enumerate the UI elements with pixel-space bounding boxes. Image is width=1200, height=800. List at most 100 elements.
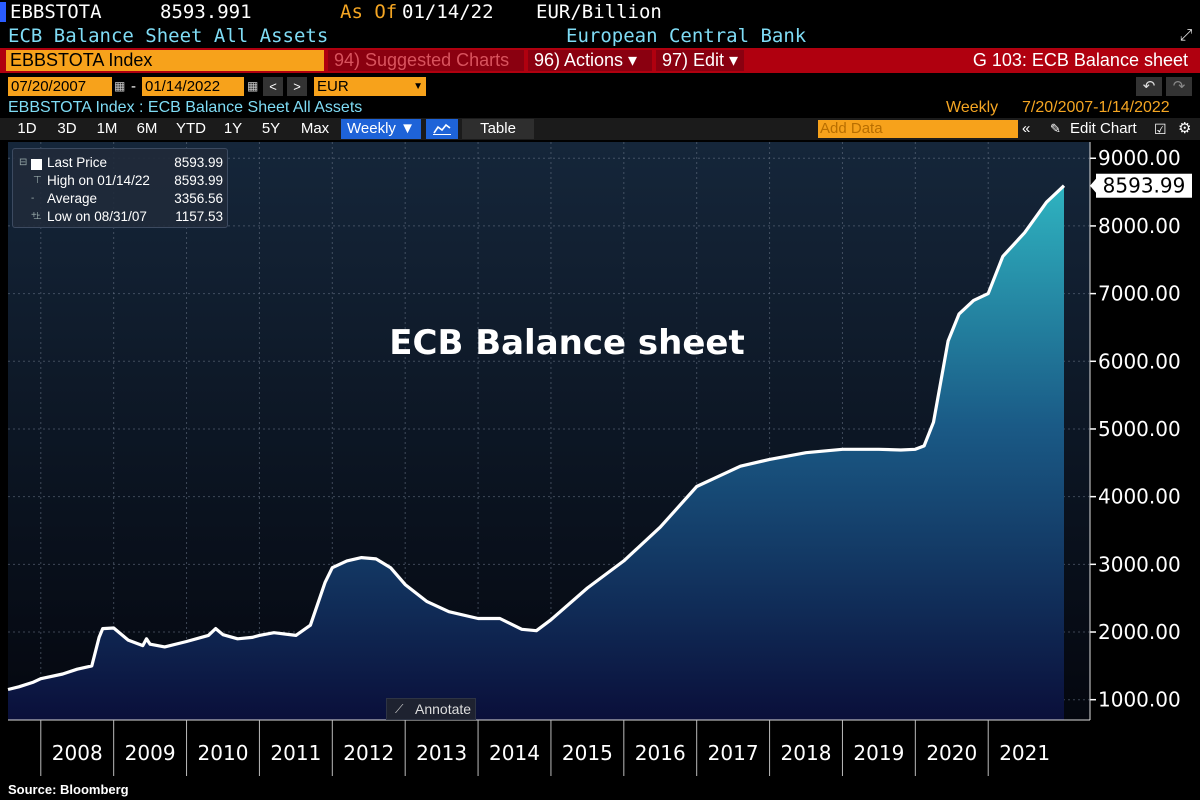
ticker-header: EBBSTOTA 8593.991 As Of 01/14/22 EUR/Bil… bbox=[0, 0, 1200, 24]
as-of-date: 01/14/22 bbox=[402, 1, 494, 23]
security-description: ECB Balance Sheet All Assets bbox=[8, 25, 329, 47]
chevron-left-icon[interactable]: < bbox=[263, 77, 283, 96]
y-tick-label: 7000.00 bbox=[1098, 282, 1181, 306]
checkbox-icon[interactable]: ☑ bbox=[1154, 121, 1167, 137]
last-value-tag: 8593.99 bbox=[1090, 173, 1192, 198]
legend-label: Average bbox=[47, 191, 98, 206]
annotate-label: Annotate bbox=[415, 701, 472, 717]
date-separator: - bbox=[131, 78, 136, 95]
x-tick-label: 2014 bbox=[489, 741, 540, 765]
y-axis: 1000.00 2000.00 3000.00 4000.00 5000.00 6000.… bbox=[1089, 142, 1181, 720]
series-description: EBBSTOTA Index : ECB Balance Sheet All A… bbox=[8, 99, 363, 116]
y-tick-label: 6000.00 bbox=[1098, 349, 1181, 373]
line-chart-icon[interactable] bbox=[426, 119, 458, 139]
y-tick-label: 8000.00 bbox=[1098, 214, 1181, 238]
unit-label: EUR/Billion bbox=[536, 1, 662, 23]
gear-icon[interactable]: ⚙ bbox=[1178, 120, 1192, 137]
legend-label: Last Price bbox=[47, 155, 108, 170]
table-button[interactable]: Table bbox=[462, 119, 534, 139]
range-button-5y[interactable]: 5Y bbox=[261, 120, 281, 137]
date-range-bar: 07/20/2007 ▦ - 01/14/2022 ▦ < > EUR ▼ ↶ … bbox=[0, 75, 1200, 97]
x-tick-label: 2020 bbox=[926, 741, 977, 765]
undo-icon[interactable]: ↶ bbox=[1136, 77, 1162, 96]
range-button-max[interactable]: Max bbox=[300, 120, 330, 137]
legend-low: ⊥ Low on 08/31/07 1157.53 bbox=[13, 208, 229, 225]
frequency-label: Weekly bbox=[946, 99, 999, 116]
range-button-ytd[interactable]: YTD bbox=[176, 120, 206, 137]
series-swatch bbox=[31, 159, 42, 170]
legend-average: -+- Average 3356.56 bbox=[13, 190, 229, 221]
description-row: ECB Balance Sheet All Assets European Ce… bbox=[0, 24, 1200, 48]
range-button-3d[interactable]: 3D bbox=[57, 120, 77, 137]
page-title: G 103: ECB Balance sheet bbox=[972, 50, 1188, 70]
x-tick-label: 2016 bbox=[635, 741, 686, 765]
y-tick-label: 9000.00 bbox=[1098, 146, 1181, 170]
x-tick-label: 2012 bbox=[343, 741, 394, 765]
legend-box[interactable]: ⊟ Last Price 8593.99 ⊤ High on 01/14/22 … bbox=[12, 148, 228, 228]
edit-chart-button[interactable]: Edit Chart bbox=[1070, 120, 1137, 137]
chart-title: ECB Balance sheet bbox=[389, 323, 744, 363]
x-tick-label: 2019 bbox=[853, 741, 904, 765]
x-tick-label: 2010 bbox=[198, 741, 249, 765]
focus-indicator bbox=[0, 2, 6, 22]
chart-title-line: EBBSTOTA Index : ECB Balance Sheet All A… bbox=[0, 97, 1200, 118]
as-of-label: As Of bbox=[340, 1, 398, 23]
legend-high: ⊤ High on 01/14/22 8593.99 bbox=[13, 172, 229, 189]
edit-menu-button[interactable]: 97) Edit ▾ bbox=[656, 50, 744, 71]
legend-value: 3356.56 bbox=[174, 191, 223, 206]
y-tick-label: 3000.00 bbox=[1098, 552, 1181, 576]
series-area bbox=[8, 185, 1064, 720]
currency-value: EUR bbox=[317, 78, 349, 95]
legend-value: 8593.99 bbox=[174, 155, 223, 170]
chart-toolbar: 1D 3D 1M 6M YTD 1Y 5Y Max Weekly ▼ Table… bbox=[0, 118, 1200, 140]
collapse-toggle-icon[interactable]: ⊟ bbox=[19, 157, 28, 168]
range-button-1y[interactable]: 1Y bbox=[223, 120, 243, 137]
date-range-label: 7/20/2007-1/14/2022 bbox=[1022, 99, 1170, 116]
ticker-symbol: EBBSTOTA bbox=[10, 1, 102, 23]
balance-sheet-chart[interactable]: 1000.00 2000.00 3000.00 4000.00 5000.00 6000.… bbox=[0, 140, 1200, 782]
range-button-1m[interactable]: 1M bbox=[96, 120, 118, 137]
popout-icon[interactable]: ⤢ bbox=[1179, 27, 1193, 44]
start-date-field[interactable]: 07/20/2007 bbox=[8, 77, 112, 96]
x-tick-label: 2013 bbox=[416, 741, 467, 765]
legend-last-price: ⊟ Last Price 8593.99 bbox=[13, 154, 229, 171]
currency-select[interactable]: EUR ▼ bbox=[314, 77, 426, 96]
suggested-charts-button[interactable]: 94) Suggested Charts bbox=[328, 50, 524, 71]
end-date-field[interactable]: 01/14/2022 bbox=[142, 77, 244, 96]
x-tick-label: 2011 bbox=[270, 741, 321, 765]
x-tick-label: 2021 bbox=[999, 741, 1050, 765]
collapse-icon[interactable]: « bbox=[1022, 120, 1031, 137]
ticker-price: 8593.991 bbox=[160, 1, 252, 23]
range-button-6m[interactable]: 6M bbox=[136, 120, 158, 137]
issuer-name: European Central Bank bbox=[566, 25, 807, 47]
pencil-icon: ⟋ bbox=[395, 702, 404, 716]
series-line[interactable] bbox=[7, 184, 1066, 692]
annotate-button[interactable]: ⟋ Annotate bbox=[386, 698, 476, 720]
y-tick-label: 4000.00 bbox=[1098, 485, 1181, 509]
average-marker-icon: -+- bbox=[31, 193, 41, 221]
last-value-label: 8593.99 bbox=[1103, 174, 1186, 198]
security-input[interactable]: EBBSTOTA Index bbox=[6, 50, 324, 71]
legend-value: 8593.99 bbox=[174, 173, 223, 188]
pencil-icon[interactable]: ✎ bbox=[1050, 121, 1061, 136]
x-tick-label: 2017 bbox=[708, 741, 759, 765]
legend-value: 1157.53 bbox=[175, 209, 223, 224]
chevron-right-icon[interactable]: > bbox=[287, 77, 307, 96]
range-button-1d[interactable]: 1D bbox=[17, 120, 37, 137]
x-tick-label: 2009 bbox=[125, 741, 176, 765]
x-tick-label: 2015 bbox=[562, 741, 613, 765]
x-tick-label: 2008 bbox=[52, 741, 103, 765]
calendar-icon[interactable]: ▦ bbox=[114, 79, 126, 93]
calendar-icon[interactable]: ▦ bbox=[247, 79, 259, 93]
legend-label: High on 01/14/22 bbox=[47, 173, 150, 188]
high-marker-icon: ⊤ bbox=[33, 175, 42, 186]
actions-menu-button[interactable]: 96) Actions ▾ bbox=[528, 50, 652, 71]
chevron-down-icon: ▼ bbox=[413, 81, 423, 92]
redo-icon[interactable]: ↷ bbox=[1166, 77, 1192, 96]
legend-label: Low on 08/31/07 bbox=[47, 209, 147, 224]
source-note: Source: Bloomberg bbox=[8, 782, 129, 797]
frequency-dropdown[interactable]: Weekly ▼ bbox=[341, 119, 421, 139]
add-data-input[interactable]: Add Data bbox=[818, 120, 1018, 138]
low-marker-icon: ⊥ bbox=[33, 211, 42, 222]
y-tick-label: 5000.00 bbox=[1098, 417, 1181, 441]
